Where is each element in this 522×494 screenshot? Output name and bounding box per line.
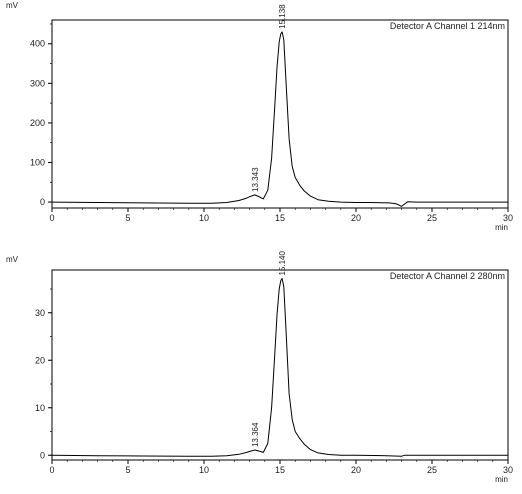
y-tick-label: 100: [30, 157, 45, 167]
x-tick-label: 25: [427, 465, 437, 475]
x-tick-label: 30: [503, 465, 513, 475]
y-axis-unit: mV: [6, 1, 19, 10]
y-tick-label: 300: [30, 78, 45, 88]
y-tick-label: 30: [35, 308, 45, 318]
x-tick-label: 20: [351, 465, 361, 475]
y-tick-label: 0: [40, 450, 45, 460]
y-tick-label: 20: [35, 355, 45, 365]
peak-retention-label: 15.140: [278, 251, 287, 276]
chart-panel-1: mV min 0 100 200 300 400 0 5 10 15 20 25 30 Detector A…: [6, 1, 513, 232]
x-tick-label: 0: [49, 213, 54, 223]
peak-retention-label: 13.364: [251, 422, 260, 447]
x-tick-label: 20: [351, 213, 361, 223]
y-tick-label: 200: [30, 118, 45, 128]
plot-frame: [51, 269, 509, 461]
y-tick-label: 0: [40, 197, 45, 207]
x-tick-label: 10: [199, 465, 209, 475]
plot-frame: [51, 19, 509, 209]
x-axis-unit: min: [495, 223, 508, 232]
peak-retention-label: 13.343: [251, 167, 260, 192]
peak-retention-label: 15.138: [278, 4, 287, 29]
y-axis-unit: mV: [6, 255, 19, 264]
x-tick-label: 15: [275, 213, 285, 223]
y-tick-label: 400: [30, 39, 45, 49]
chromatogram-trace: [51, 278, 508, 457]
x-tick-label: 15: [275, 465, 285, 475]
x-axis-unit: min: [495, 475, 508, 484]
x-tick-label: 25: [427, 213, 437, 223]
x-tick-label: 10: [199, 213, 209, 223]
series-legend-label: Detector A Channel 2 280nm: [390, 271, 505, 281]
chart-panel-2: mV min 0 10 20 30 0 5 10 15 20 25 30 Detector A Chann…: [6, 251, 513, 484]
y-tick-label: 10: [35, 403, 45, 413]
x-tick-label: 30: [503, 213, 513, 223]
series-legend-label: Detector A Channel 1 214nm: [390, 21, 505, 31]
x-tick-label: 5: [125, 213, 130, 223]
x-tick-label: 5: [125, 465, 130, 475]
chromatogram-trace: [51, 31, 508, 207]
x-tick-label: 0: [49, 465, 54, 475]
